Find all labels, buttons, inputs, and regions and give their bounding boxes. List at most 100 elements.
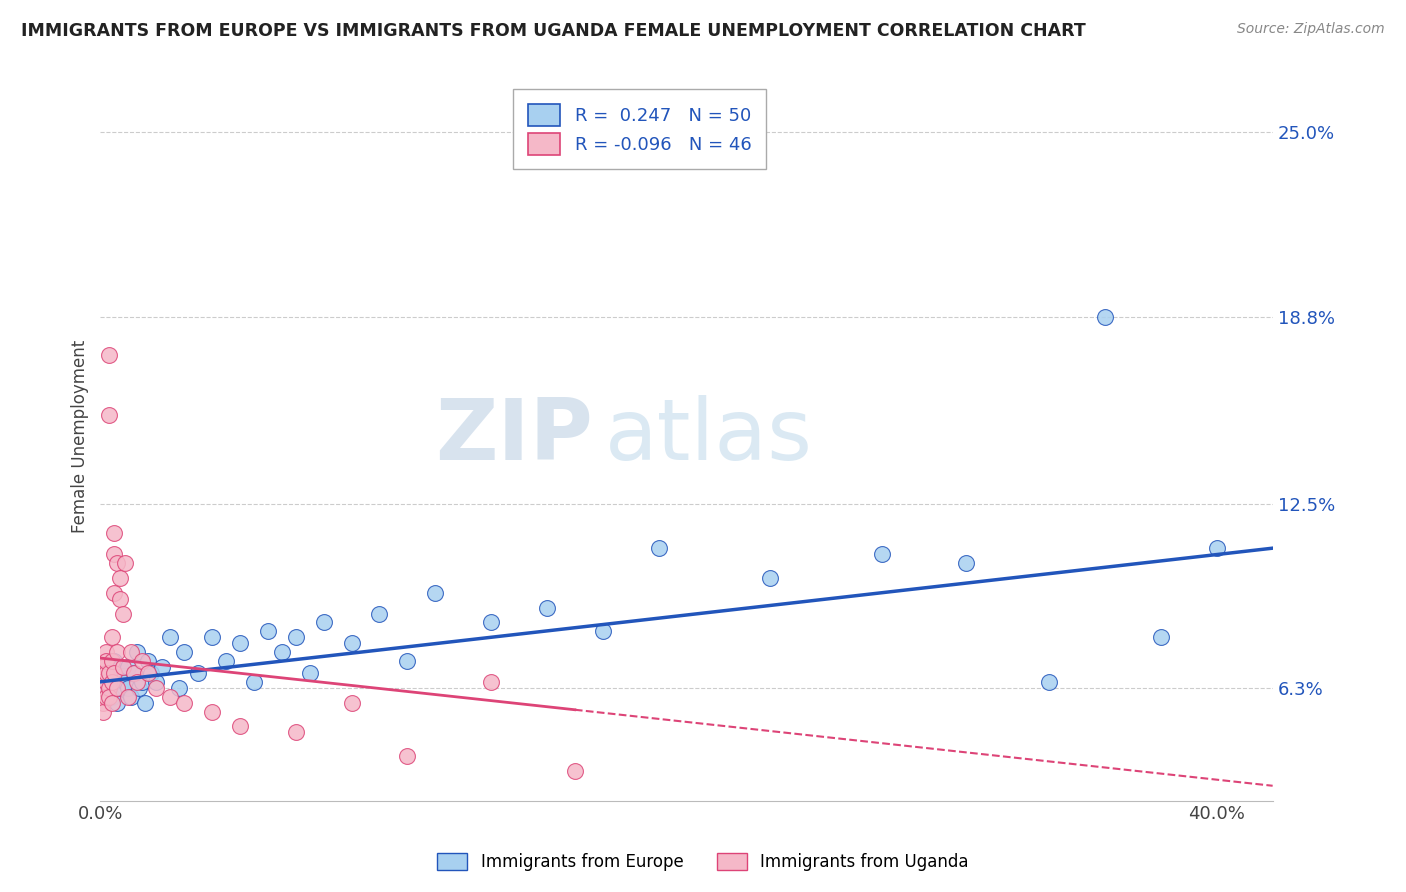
Point <box>125 674 148 689</box>
Point <box>108 660 131 674</box>
Point <box>105 556 128 570</box>
Text: atlas: atlas <box>605 395 813 478</box>
Legend: Immigrants from Europe, Immigrants from Uganda: Immigrants from Europe, Immigrants from … <box>429 845 977 880</box>
Legend: R =  0.247   N = 50, R = -0.096   N = 46: R = 0.247 N = 50, R = -0.096 N = 46 <box>513 89 766 169</box>
Text: Source: ZipAtlas.com: Source: ZipAtlas.com <box>1237 22 1385 37</box>
Point <box>229 636 252 650</box>
Point <box>173 696 195 710</box>
Point <box>159 690 181 704</box>
Point <box>340 636 363 650</box>
Point <box>647 541 669 556</box>
Point <box>159 630 181 644</box>
Point <box>125 645 148 659</box>
Point <box>91 696 114 710</box>
Point <box>1094 310 1116 324</box>
Point <box>120 645 142 659</box>
Point <box>229 719 252 733</box>
Point <box>270 645 292 659</box>
Point <box>100 630 122 644</box>
Point <box>284 725 307 739</box>
Point <box>134 696 156 710</box>
Point <box>97 681 120 695</box>
Point <box>131 674 153 689</box>
Point <box>870 547 893 561</box>
Point <box>592 624 614 639</box>
Point <box>94 665 117 680</box>
Point <box>103 526 125 541</box>
Point <box>100 674 122 689</box>
Point <box>139 665 162 680</box>
Point <box>103 665 125 680</box>
Point <box>187 665 209 680</box>
Point <box>105 645 128 659</box>
Point <box>94 690 117 704</box>
Point <box>114 556 136 570</box>
Point <box>396 749 419 764</box>
Point <box>564 764 586 778</box>
Point <box>122 665 145 680</box>
Point <box>103 654 125 668</box>
Point <box>108 681 131 695</box>
Point <box>97 348 120 362</box>
Point <box>173 645 195 659</box>
Point <box>108 571 131 585</box>
Text: IMMIGRANTS FROM EUROPE VS IMMIGRANTS FROM UGANDA FEMALE UNEMPLOYMENT CORRELATION: IMMIGRANTS FROM EUROPE VS IMMIGRANTS FRO… <box>21 22 1085 40</box>
Point <box>111 607 134 621</box>
Point <box>167 681 190 695</box>
Point <box>94 654 117 668</box>
Point <box>91 681 114 695</box>
Point <box>94 674 117 689</box>
Text: ZIP: ZIP <box>434 395 593 478</box>
Point <box>94 681 117 695</box>
Point <box>298 665 321 680</box>
Point <box>108 591 131 606</box>
Point <box>425 585 447 599</box>
Y-axis label: Female Unemployment: Female Unemployment <box>72 340 89 533</box>
Point <box>136 654 159 668</box>
Point <box>201 630 224 644</box>
Point <box>145 681 167 695</box>
Point <box>97 665 120 680</box>
Point <box>312 615 335 630</box>
Point <box>136 665 159 680</box>
Point <box>215 654 238 668</box>
Point <box>94 645 117 659</box>
Point <box>128 681 150 695</box>
Point <box>117 690 139 704</box>
Point <box>111 669 134 683</box>
Point <box>117 681 139 695</box>
Point <box>114 674 136 689</box>
Point <box>256 624 278 639</box>
Point <box>100 690 122 704</box>
Point <box>284 630 307 644</box>
Point <box>1038 674 1060 689</box>
Point <box>201 705 224 719</box>
Point <box>103 674 125 689</box>
Point <box>368 607 391 621</box>
Point <box>759 571 782 585</box>
Point <box>91 705 114 719</box>
Point <box>97 408 120 422</box>
Point <box>117 660 139 674</box>
Point <box>100 696 122 710</box>
Point <box>955 556 977 570</box>
Point <box>105 681 128 695</box>
Point <box>396 654 419 668</box>
Point <box>536 600 558 615</box>
Point <box>122 665 145 680</box>
Point <box>150 660 173 674</box>
Point <box>120 690 142 704</box>
Point <box>100 654 122 668</box>
Point <box>479 674 502 689</box>
Point <box>479 615 502 630</box>
Point <box>1150 630 1173 644</box>
Point <box>97 665 120 680</box>
Point <box>103 585 125 599</box>
Point <box>103 547 125 561</box>
Point <box>340 696 363 710</box>
Point <box>111 660 134 674</box>
Point <box>97 690 120 704</box>
Point <box>1205 541 1227 556</box>
Point <box>145 674 167 689</box>
Point <box>105 696 128 710</box>
